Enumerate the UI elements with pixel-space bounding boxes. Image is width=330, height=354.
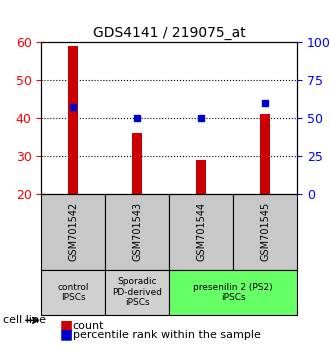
FancyBboxPatch shape — [169, 194, 233, 270]
Text: cell line: cell line — [3, 315, 46, 325]
Text: ■: ■ — [59, 319, 73, 333]
Text: count: count — [73, 321, 104, 331]
FancyBboxPatch shape — [233, 194, 297, 270]
Text: Sporadic
PD-derived
iPSCs: Sporadic PD-derived iPSCs — [112, 278, 162, 307]
FancyBboxPatch shape — [105, 270, 169, 315]
Text: GSM701545: GSM701545 — [260, 202, 270, 261]
Text: percentile rank within the sample: percentile rank within the sample — [73, 330, 260, 339]
Bar — [196, 160, 206, 194]
Text: GSM701542: GSM701542 — [68, 202, 78, 261]
FancyBboxPatch shape — [105, 194, 169, 270]
FancyBboxPatch shape — [41, 194, 105, 270]
Text: presenilin 2 (PS2)
iPSCs: presenilin 2 (PS2) iPSCs — [193, 282, 273, 302]
FancyBboxPatch shape — [41, 270, 105, 315]
Bar — [132, 133, 142, 194]
Text: control
IPSCs: control IPSCs — [57, 282, 89, 302]
Text: GSM701543: GSM701543 — [132, 202, 142, 261]
Bar — [68, 46, 78, 194]
FancyBboxPatch shape — [169, 270, 297, 315]
Text: ■: ■ — [59, 327, 73, 342]
Text: GSM701544: GSM701544 — [196, 202, 206, 261]
Bar — [260, 114, 270, 194]
Title: GDS4141 / 219075_at: GDS4141 / 219075_at — [93, 26, 246, 40]
